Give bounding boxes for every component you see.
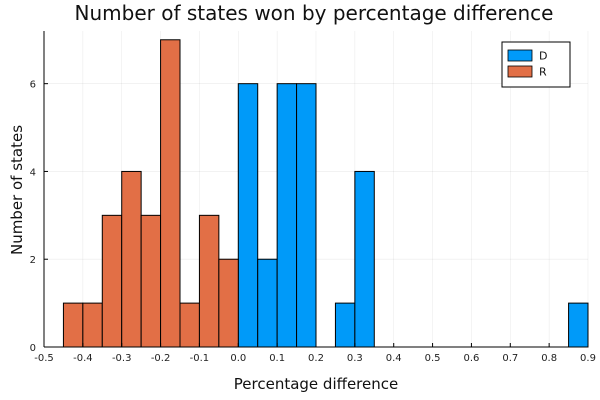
bar-r <box>62 302 84 348</box>
x-tick-label: 0.4 <box>386 353 402 364</box>
legend: DR <box>501 41 571 88</box>
bars <box>62 39 589 348</box>
axes <box>43 31 589 348</box>
y-tick-label: 0 <box>30 343 36 354</box>
tick-labels: -0.5 -0.4 -0.3 -0.2 -0.1 0.0 0.1 0.2 0.3 0.4 0.5 0.… <box>30 80 596 364</box>
x-tick-label: 0.3 <box>347 353 363 364</box>
x-tick-label: 0.6 <box>463 353 479 364</box>
bar-r <box>198 214 220 348</box>
bar-r <box>218 258 239 348</box>
bar-d <box>334 302 356 348</box>
legend-label-r: R <box>539 66 547 79</box>
legend-swatch-d <box>507 49 533 62</box>
bar-d <box>276 83 298 348</box>
legend-swatch-r <box>507 65 533 78</box>
bar-r <box>140 214 162 348</box>
bar-r <box>82 302 103 348</box>
bar-d <box>568 302 589 348</box>
x-tick-label: 0.2 <box>308 353 324 364</box>
bar-d <box>257 258 278 348</box>
y-axis-title: Number of states <box>8 125 26 255</box>
x-tick-label: 0.5 <box>425 353 441 364</box>
x-tick-label: -0.3 <box>112 353 132 364</box>
bar-d <box>237 83 259 348</box>
x-tick-label: 0.7 <box>502 353 518 364</box>
bar-d <box>296 83 317 348</box>
x-tick-label: -0.4 <box>73 353 93 364</box>
bar-r <box>121 170 142 348</box>
bar-r <box>101 214 123 348</box>
x-tick-label: 0.1 <box>269 353 285 364</box>
y-tick-label: 4 <box>30 167 36 178</box>
bar-r <box>160 39 181 348</box>
chart-title: Number of states won by percentage diffe… <box>75 1 554 25</box>
x-tick-label: -0.2 <box>151 353 171 364</box>
y-tick-label: 2 <box>30 255 36 266</box>
legend-label-d: D <box>539 50 547 63</box>
bar-d <box>354 170 375 348</box>
bar-r <box>179 302 200 348</box>
x-tick-label: 0.8 <box>541 353 557 364</box>
x-tick-label: 0.0 <box>230 353 246 364</box>
legend-box <box>501 41 571 88</box>
x-tick-label: -0.5 <box>34 353 54 364</box>
x-axis-title: Percentage difference <box>234 375 398 393</box>
x-tick-label: 0.9 <box>580 353 596 364</box>
x-tick-label: -0.1 <box>190 353 210 364</box>
y-tick-label: 6 <box>30 80 36 91</box>
